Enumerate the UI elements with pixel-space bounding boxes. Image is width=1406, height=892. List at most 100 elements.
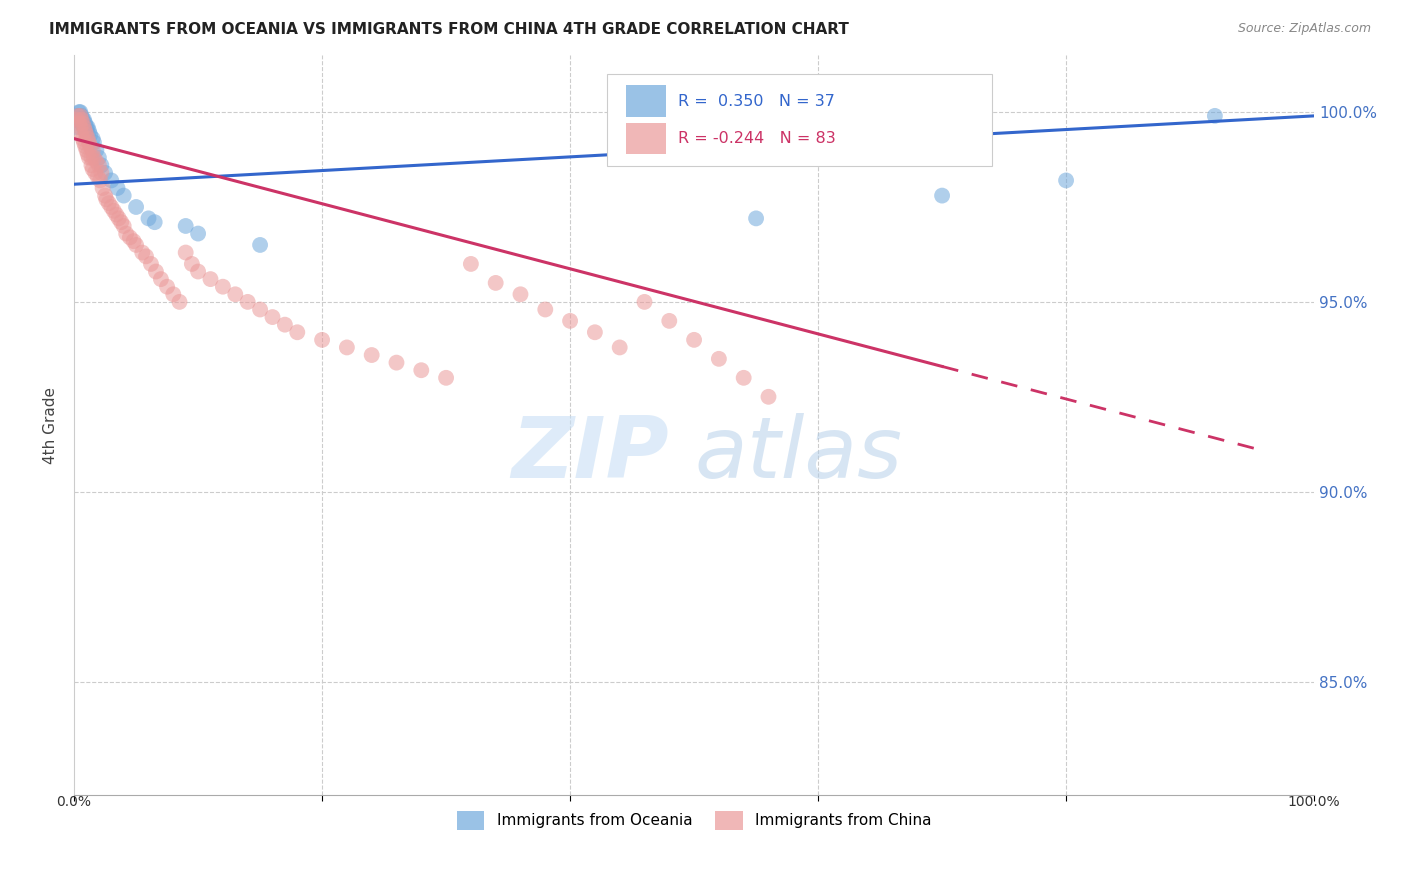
Point: [75, 139, 97, 153]
Point: [86, 143, 108, 157]
Point: [76, 143, 98, 157]
Point: [125, 200, 148, 214]
Point: [82, 143, 104, 157]
Text: 0.0%: 0.0%: [56, 796, 91, 809]
Point: [509, 287, 531, 301]
Y-axis label: 4th Grade: 4th Grade: [44, 387, 58, 464]
Point: [72, 116, 94, 130]
Point: [70, 112, 93, 127]
Point: [73, 112, 96, 127]
Point: [131, 245, 153, 260]
Point: [67, 109, 90, 123]
Point: [75, 116, 97, 130]
Point: [139, 257, 162, 271]
FancyBboxPatch shape: [607, 74, 991, 166]
Point: [80, 158, 103, 172]
Point: [67, 116, 90, 130]
Point: [707, 351, 730, 366]
Point: [135, 249, 157, 263]
Point: [72, 116, 94, 130]
Point: [162, 287, 184, 301]
Point: [79, 128, 101, 142]
Point: [558, 314, 581, 328]
Text: R = -0.244   N = 83: R = -0.244 N = 83: [678, 130, 835, 145]
Point: [149, 272, 172, 286]
Text: R =  0.350   N = 37: R = 0.350 N = 37: [678, 94, 835, 109]
Point: [583, 325, 606, 339]
Point: [112, 188, 135, 202]
Point: [118, 230, 141, 244]
Point: [169, 294, 191, 309]
Point: [87, 158, 110, 172]
Point: [311, 333, 333, 347]
Point: [82, 131, 104, 145]
Point: [83, 136, 105, 150]
Point: [262, 310, 284, 324]
Point: [72, 131, 94, 145]
Point: [434, 371, 457, 385]
Point: [73, 120, 96, 135]
Point: [1054, 173, 1077, 187]
Point: [97, 196, 120, 211]
Point: [122, 234, 145, 248]
Point: [1204, 109, 1226, 123]
Point: [96, 193, 118, 207]
Text: ZIP: ZIP: [512, 413, 669, 496]
Point: [107, 181, 129, 195]
Point: [360, 348, 382, 362]
Point: [180, 257, 202, 271]
Point: [75, 124, 97, 138]
Point: [91, 181, 114, 195]
Text: atlas: atlas: [695, 413, 903, 496]
Point: [86, 169, 108, 184]
Point: [249, 238, 271, 252]
Point: [105, 208, 128, 222]
Point: [103, 203, 125, 218]
Point: [485, 276, 508, 290]
Point: [224, 287, 246, 301]
Text: 100.0%: 100.0%: [1288, 796, 1340, 809]
Text: IMMIGRANTS FROM OCEANIA VS IMMIGRANTS FROM CHINA 4TH GRADE CORRELATION CHART: IMMIGRANTS FROM OCEANIA VS IMMIGRANTS FR…: [49, 22, 849, 37]
Point: [90, 166, 112, 180]
Point: [236, 294, 259, 309]
Point: [77, 136, 100, 150]
Point: [609, 341, 631, 355]
Point: [200, 272, 222, 286]
Point: [80, 151, 103, 165]
Point: [73, 120, 96, 135]
Point: [112, 219, 135, 233]
Point: [65, 120, 87, 135]
Bar: [626, 122, 665, 153]
Point: [69, 120, 91, 135]
Point: [65, 112, 87, 127]
Point: [658, 314, 681, 328]
Point: [931, 188, 953, 202]
Point: [94, 166, 117, 180]
Bar: [626, 86, 665, 117]
Point: [115, 227, 138, 241]
Point: [758, 390, 780, 404]
Point: [110, 215, 132, 229]
Point: [70, 116, 93, 130]
Point: [212, 279, 235, 293]
Point: [66, 109, 89, 123]
Point: [70, 128, 93, 142]
Point: [72, 112, 94, 127]
Point: [285, 325, 308, 339]
Point: [411, 363, 433, 377]
Point: [145, 264, 167, 278]
Point: [187, 227, 209, 241]
Point: [138, 211, 160, 226]
Point: [77, 151, 100, 165]
Point: [683, 333, 706, 347]
Point: [274, 318, 297, 332]
Point: [70, 109, 93, 123]
Point: [249, 302, 271, 317]
Point: [76, 120, 98, 135]
Point: [94, 188, 117, 202]
Point: [336, 341, 359, 355]
Point: [385, 356, 408, 370]
Point: [460, 257, 482, 271]
Point: [86, 154, 108, 169]
Point: [84, 166, 107, 180]
